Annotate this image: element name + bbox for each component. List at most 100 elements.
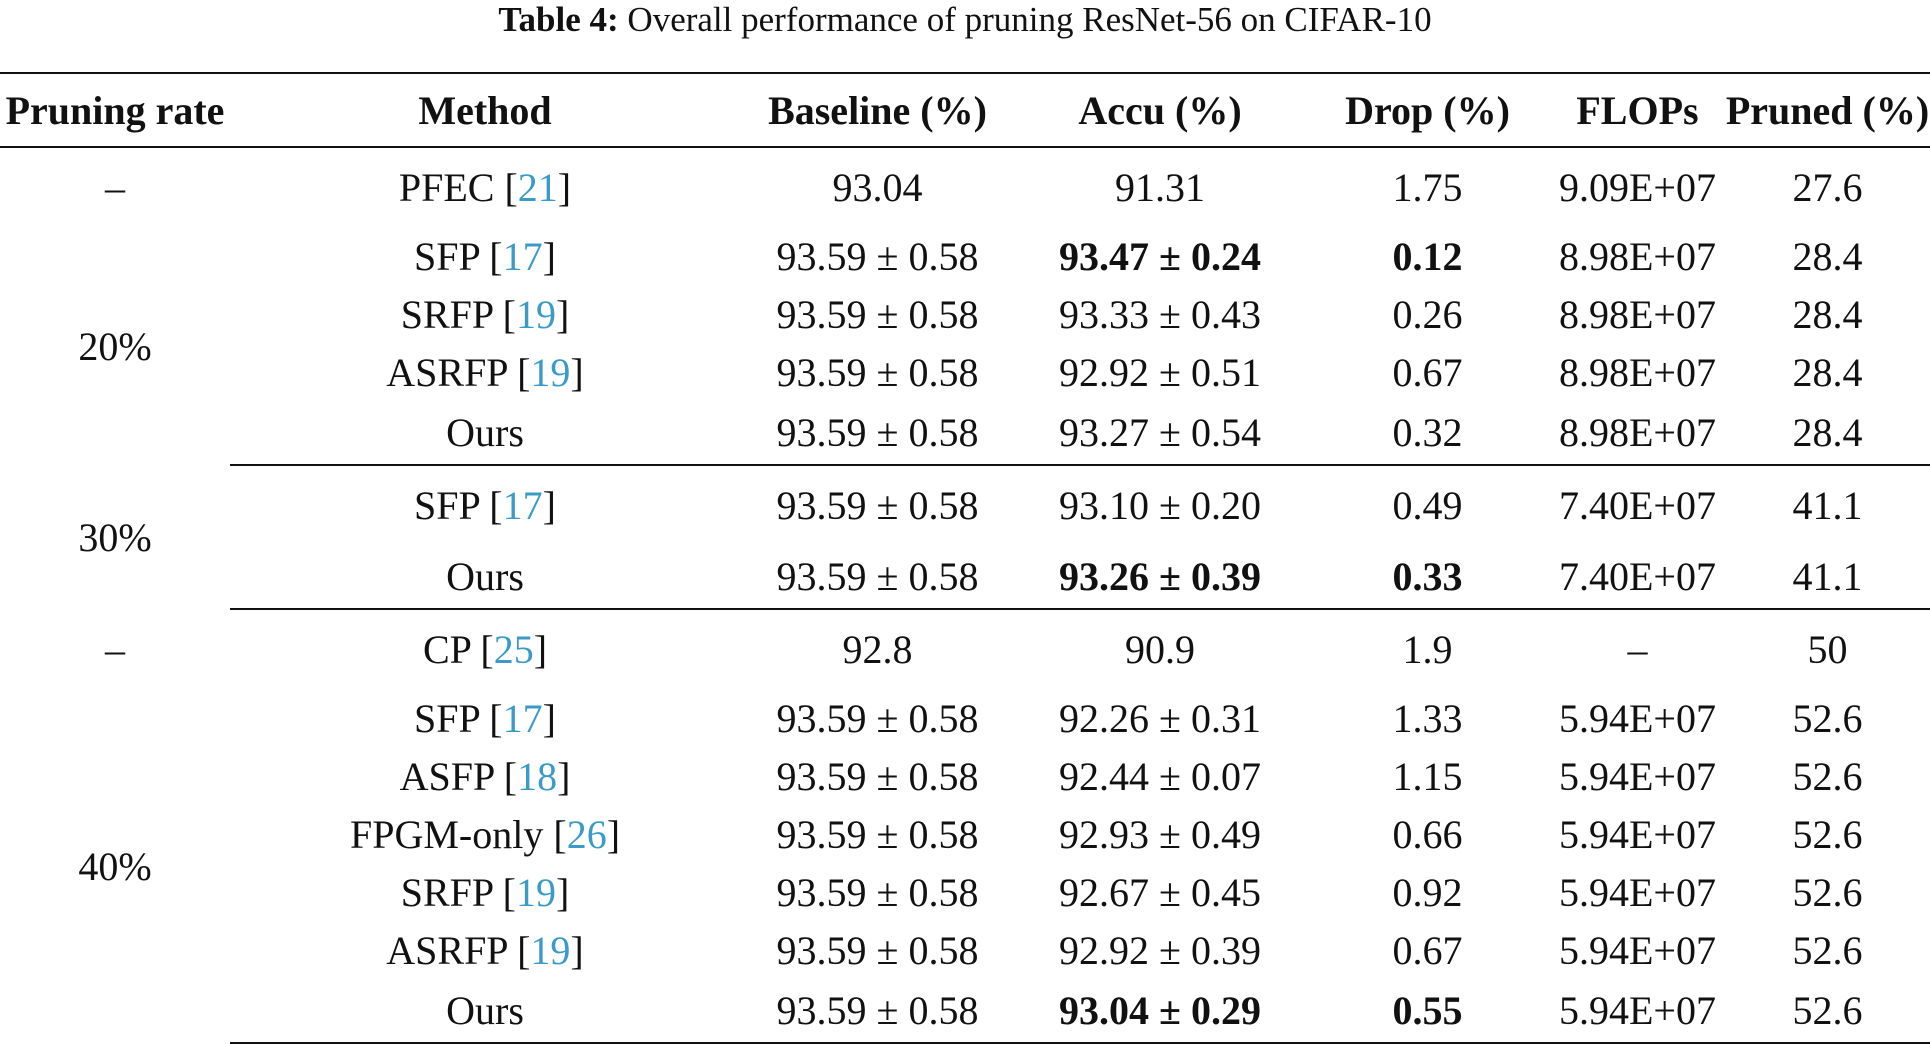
cell-baseline: 93.59 ± 0.58 xyxy=(776,483,979,528)
header-drop: Drop (%) xyxy=(1305,72,1550,148)
table-row: 40% SFP [17] 93.59 ± 0.58 92.26 ± 0.31 1.33 5… xyxy=(0,689,1930,889)
cell-accu: 92.67 ± 0.45 xyxy=(1059,869,1261,915)
citation-bracket-open: [ xyxy=(494,165,518,210)
citation-bracket-open: [ xyxy=(470,627,494,672)
method-name: SRFP xyxy=(400,869,493,915)
citation-bracket-close: ] xyxy=(606,811,621,857)
cell-drop: 1.9 xyxy=(1402,627,1453,672)
citation-bracket-open: [ xyxy=(507,927,531,973)
cell-drop: 1.15 xyxy=(1392,753,1463,799)
cell-flops: 5.94E+07 xyxy=(1559,927,1716,973)
citation-bracket-close: ] xyxy=(557,165,572,210)
cell-method: ASRFP [19] xyxy=(230,343,740,401)
cell-flops: – xyxy=(1627,627,1648,672)
citation-link[interactable]: 19 xyxy=(515,291,556,337)
citation-bracket-open: [ xyxy=(507,349,531,395)
table-row: SRFP [19] 93.59 ± 0.58 93.33 ± 0.43 0.26 8.9… xyxy=(0,285,1930,343)
cell-pruned: 41.1 xyxy=(1792,483,1863,528)
cell-pruned: 52.6 xyxy=(1792,869,1863,915)
table-row: 30% SFP [17] 93.59 ± 0.58 93.10 ± 0.20 0.49 7… xyxy=(0,465,1930,560)
table-caption-label: Table 4: xyxy=(498,0,619,39)
header-method: Method xyxy=(230,72,740,148)
header-flops: FLOPs xyxy=(1550,72,1725,148)
table-row: 20% SFP [17] 93.59 ± 0.58 93.47 ± 0.24 0.12 8… xyxy=(0,227,1930,369)
cell-drop: 0.32 xyxy=(1305,401,1550,466)
cell-method: Ours xyxy=(230,979,740,1044)
citation-link[interactable]: 17 xyxy=(502,695,543,741)
cell-baseline: 92.8 xyxy=(842,627,913,672)
table-row: ASRFP [19] 93.59 ± 0.58 92.92 ± 0.39 0.67 5.… xyxy=(0,921,1930,979)
table-caption-text: Overall performance of pruning ResNet-56… xyxy=(627,0,1432,39)
cell-flops: 5.94E+07 xyxy=(1559,695,1716,741)
citation-bracket-open: [ xyxy=(479,483,503,528)
method-name: SFP xyxy=(414,695,480,741)
method-name: Ours xyxy=(446,554,524,599)
table-row: ASRFP [19] 93.59 ± 0.58 92.92 ± 0.51 0.67 8.… xyxy=(0,343,1930,401)
table-row: SRFP [19] 93.59 ± 0.58 92.67 ± 0.45 0.92 5.9… xyxy=(0,863,1930,921)
cell-accu: 92.93 ± 0.49 xyxy=(1059,811,1261,857)
cell-method: Ours xyxy=(230,401,740,466)
cell-flops: 9.09E+07 xyxy=(1559,165,1716,210)
header-pruned: Pruned (%) xyxy=(1725,72,1930,148)
table-header: Pruning rate Method Baseline (%) Accu (%… xyxy=(0,72,1930,148)
cell-baseline: 93.59 ± 0.58 xyxy=(740,979,1015,1044)
cell-flops: 5.94E+07 xyxy=(1559,811,1716,857)
citation-link[interactable]: 19 xyxy=(530,927,571,973)
method-name: FPGM-only xyxy=(349,811,544,857)
cell-flops: 5.94E+07 xyxy=(1559,753,1716,799)
citation-link[interactable]: 19 xyxy=(515,869,556,915)
cell-flops: 5.94E+07 xyxy=(1559,869,1716,915)
cell-method: FPGM-only [26] xyxy=(230,805,740,863)
cell-method: Ours xyxy=(230,545,740,610)
cell-pruning-rate-group: 30% xyxy=(78,514,152,560)
citation-link[interactable]: 19 xyxy=(530,349,571,395)
cell-method: SRFP [19] xyxy=(230,285,740,343)
cell-baseline: 93.59 ± 0.58 xyxy=(776,869,979,915)
cell-flops: 8.98E+07 xyxy=(1559,291,1716,337)
method-name: SFP xyxy=(414,483,480,528)
cell-flops: 8.98E+07 xyxy=(1559,349,1716,395)
cell-pruned: 52.6 xyxy=(1792,927,1863,973)
cell-baseline: 93.59 ± 0.58 xyxy=(776,695,979,741)
method-name: PFEC xyxy=(398,165,495,210)
cell-flops: 8.98E+07 xyxy=(1559,233,1716,279)
table-row: Ours 93.59 ± 0.58 93.26 ± 0.39 0.33 7.40E+07… xyxy=(0,545,1930,610)
cell-baseline: 93.59 ± 0.58 xyxy=(776,349,979,395)
citation-link[interactable]: 26 xyxy=(566,811,607,857)
cell-flops: 7.40E+07 xyxy=(1550,545,1725,610)
cell-accu: 93.47 ± 0.24 xyxy=(1059,233,1261,279)
cell-pruned: 28.4 xyxy=(1792,349,1863,395)
cell-pruned: 28.4 xyxy=(1725,401,1930,466)
cell-drop: 0.66 xyxy=(1392,811,1463,857)
citation-link[interactable]: 18 xyxy=(517,753,558,799)
citation-bracket-close: ] xyxy=(542,233,556,279)
cell-method: ASRFP [19] xyxy=(230,921,740,979)
citation-link[interactable]: 17 xyxy=(502,233,543,279)
cell-pruned: 50 xyxy=(1807,627,1848,672)
cell-accu: 92.92 ± 0.51 xyxy=(1059,349,1261,395)
cell-accu: 92.44 ± 0.07 xyxy=(1059,753,1261,799)
cell-drop: 0.67 xyxy=(1392,927,1463,973)
method-name: Ours xyxy=(446,988,524,1033)
cell-baseline: 93.59 ± 0.58 xyxy=(776,927,979,973)
cell-pruned: 52.6 xyxy=(1792,811,1863,857)
citation-link[interactable]: 17 xyxy=(502,483,543,528)
cell-pruning-rate: – xyxy=(105,626,125,672)
table-row: Ours 93.59 ± 0.58 93.04 ± 0.29 0.55 5.94E+07… xyxy=(0,979,1930,1044)
citation-bracket-close: ] xyxy=(570,349,584,395)
cell-pruning-rate: – xyxy=(105,165,125,210)
table-row: Ours 93.59 ± 0.58 93.27 ± 0.54 0.32 8.98E+07… xyxy=(0,401,1930,466)
cell-accu: 91.31 xyxy=(1115,165,1205,210)
cell-baseline: 93.59 ± 0.58 xyxy=(776,233,979,279)
cell-accu: 93.26 ± 0.39 xyxy=(1015,545,1305,610)
citation-link[interactable]: 25 xyxy=(493,627,534,672)
cell-method: ASFP [18] xyxy=(230,747,740,805)
citation-bracket-open: [ xyxy=(493,753,518,799)
citation-bracket-close: ] xyxy=(555,869,570,915)
citation-bracket-close: ] xyxy=(570,927,584,973)
table-caption: Table 4: Overall performance of pruning … xyxy=(0,0,1930,40)
cell-drop: 0.12 xyxy=(1392,233,1463,279)
citation-link[interactable]: 21 xyxy=(517,165,558,210)
cell-accu: 93.04 ± 0.29 xyxy=(1015,979,1305,1044)
cell-accu: 93.27 ± 0.54 xyxy=(1015,401,1305,466)
